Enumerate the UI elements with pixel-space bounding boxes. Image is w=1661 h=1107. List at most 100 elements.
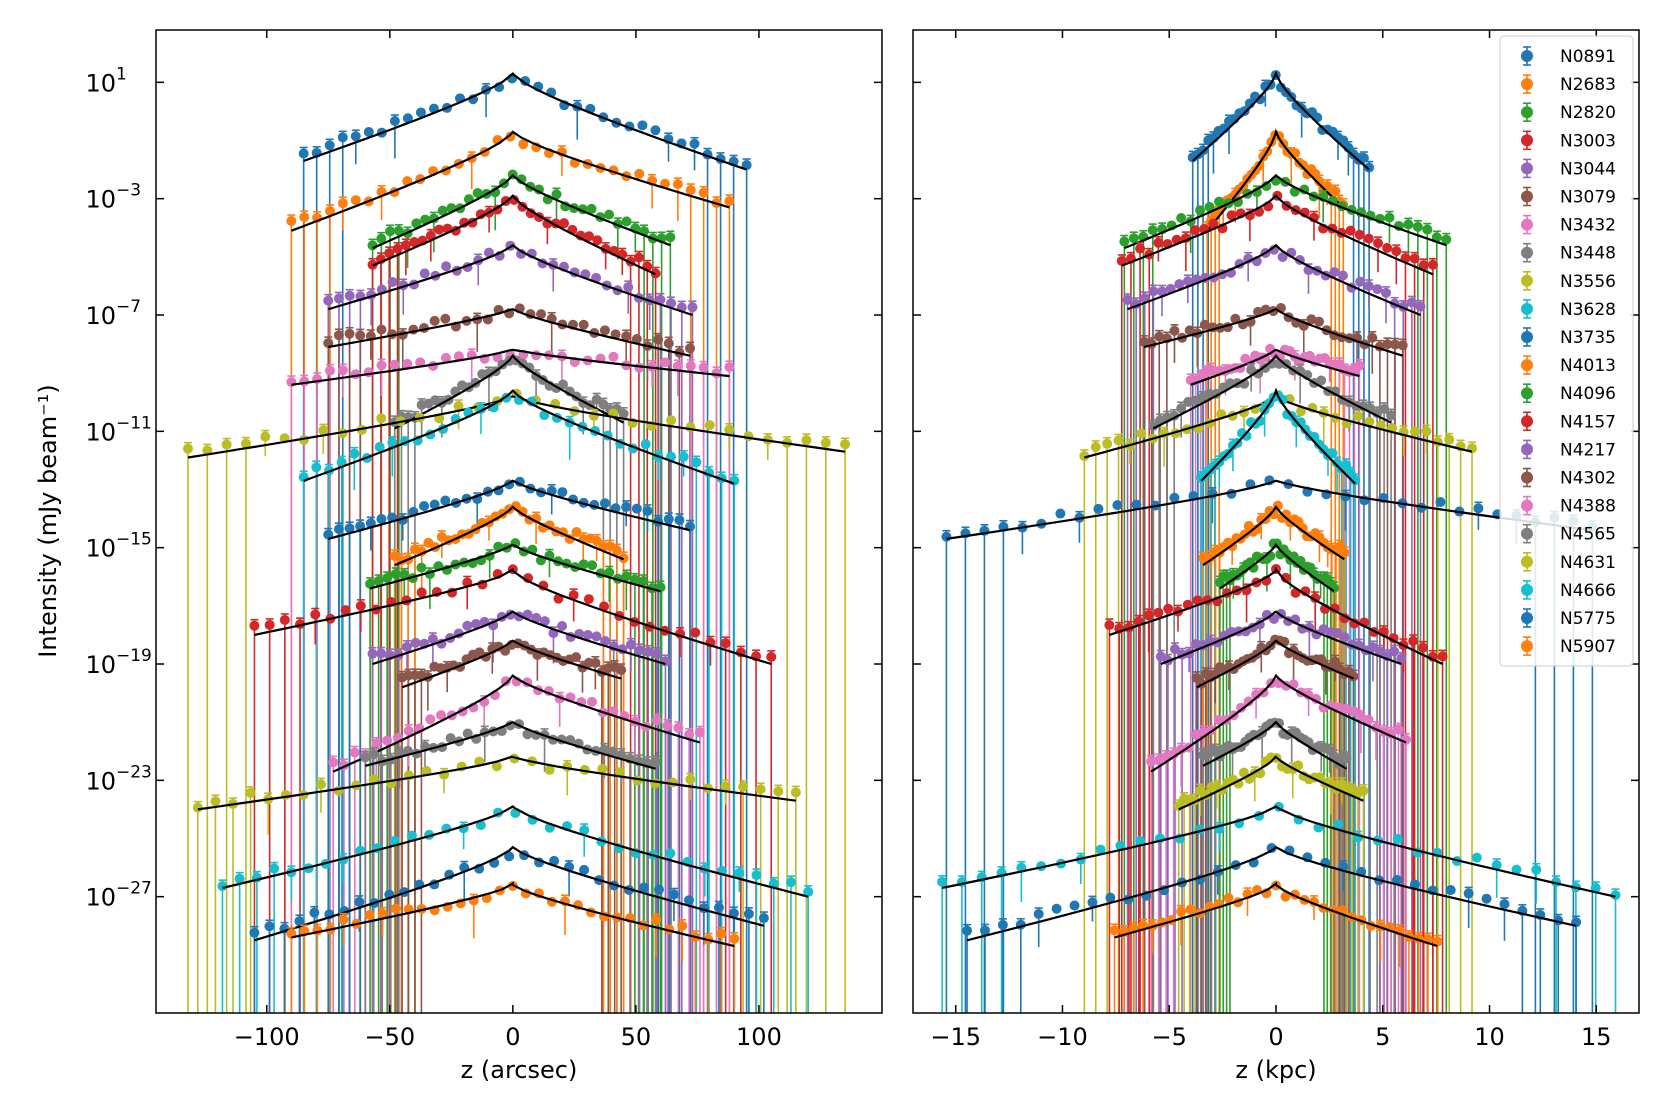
legend-label: N3628 [1560,300,1616,320]
data-point [389,115,400,126]
legend-marker [1521,612,1533,624]
fit-line-N4013 [1202,505,1345,567]
legend-marker [1521,190,1533,203]
data-point [1199,319,1210,330]
data-point [655,294,666,305]
data-point [997,919,1008,930]
fit-line-N3044 [1127,243,1421,317]
data-point [684,729,695,740]
x-tick-label: −10 [1037,1023,1088,1051]
data-point [299,212,310,223]
data-point [1471,852,1482,863]
x-tick-label: 10 [1474,1023,1505,1051]
data-point [1213,714,1224,725]
legend-marker [1521,387,1533,400]
data-point [355,330,366,341]
data-point [1396,653,1407,664]
data-point [309,907,320,918]
data-point [367,648,378,659]
data-point [491,761,502,772]
data-point [643,646,654,657]
data-point [517,506,528,517]
data-point [629,574,640,585]
data-point [1355,276,1366,287]
data-point [182,443,193,454]
right-series-N5775 [962,843,1582,1013]
data-point [1382,339,1393,350]
data-point [1176,213,1187,224]
data-point [1431,232,1442,243]
data-point [1147,225,1158,236]
data-point [470,618,481,629]
x-tick-label: −100 [234,1023,300,1051]
data-point [1195,205,1206,216]
data-point [611,545,622,556]
legend-marker [1521,50,1533,62]
data-point [694,727,705,738]
data-point [462,620,473,631]
legend-marker [1521,555,1533,568]
data-point [1367,332,1378,343]
data-point [350,131,361,142]
fit-line-N3448 [1152,353,1392,430]
fit-line-N4565 [1202,720,1348,770]
legend-marker [1521,274,1533,287]
data-point [402,113,413,124]
y-tick-exponent: 1 [116,64,127,84]
legend-marker [1521,246,1533,259]
fit-line-N0891 [303,72,747,171]
legend-label: N4388 [1560,497,1616,517]
fit-line-N4388 [1150,673,1407,773]
x-tick-label: 0 [505,1023,520,1051]
legend-item-N3079: N3079 [1521,186,1616,208]
data-point [1363,281,1374,292]
data-point [516,174,527,185]
data-point [579,864,590,875]
data-point [387,437,398,448]
legend-label: N3448 [1560,244,1616,264]
data-point [1169,492,1180,503]
fit-line-N4217 [372,610,666,666]
data-point [1230,313,1241,324]
data-point [518,139,529,150]
data-point [240,438,251,449]
data-point [1139,336,1150,347]
legend-label: N4217 [1560,440,1616,460]
data-point [245,787,256,798]
data-point [1192,595,1203,606]
fit-line-N4302 [401,639,622,689]
right-plot-area [937,70,1621,1013]
data-point [440,495,451,506]
data-point [411,218,422,229]
fit-line-N4157 [1109,566,1444,665]
data-point [665,232,676,243]
data-point [445,733,456,744]
data-point [941,531,952,542]
data-point [558,379,569,390]
data-point [415,107,426,118]
data-point [1176,744,1187,755]
data-point [1204,201,1215,212]
data-point [1316,375,1327,386]
legend-marker [1521,640,1533,653]
data-point [1176,906,1187,917]
y-tick-label: 10 [85,418,116,446]
right-series-N4666 [937,801,1621,1013]
data-point [1214,196,1225,207]
data-point [1391,246,1402,257]
fit-line-N4096 [369,543,661,593]
y-tick-label: 10 [85,884,116,912]
data-point [724,196,735,207]
data-point [1139,293,1150,304]
data-point [663,338,674,349]
data-point [440,352,451,363]
data-point [531,612,542,623]
data-point [475,820,486,831]
data-point [621,501,632,512]
data-point [1415,301,1426,312]
data-point [387,276,398,287]
data-point [350,195,361,206]
right-panel: −15 −10 −5 0 5 10 15 z (kpc) [912,29,1640,1084]
data-point [1269,244,1280,255]
